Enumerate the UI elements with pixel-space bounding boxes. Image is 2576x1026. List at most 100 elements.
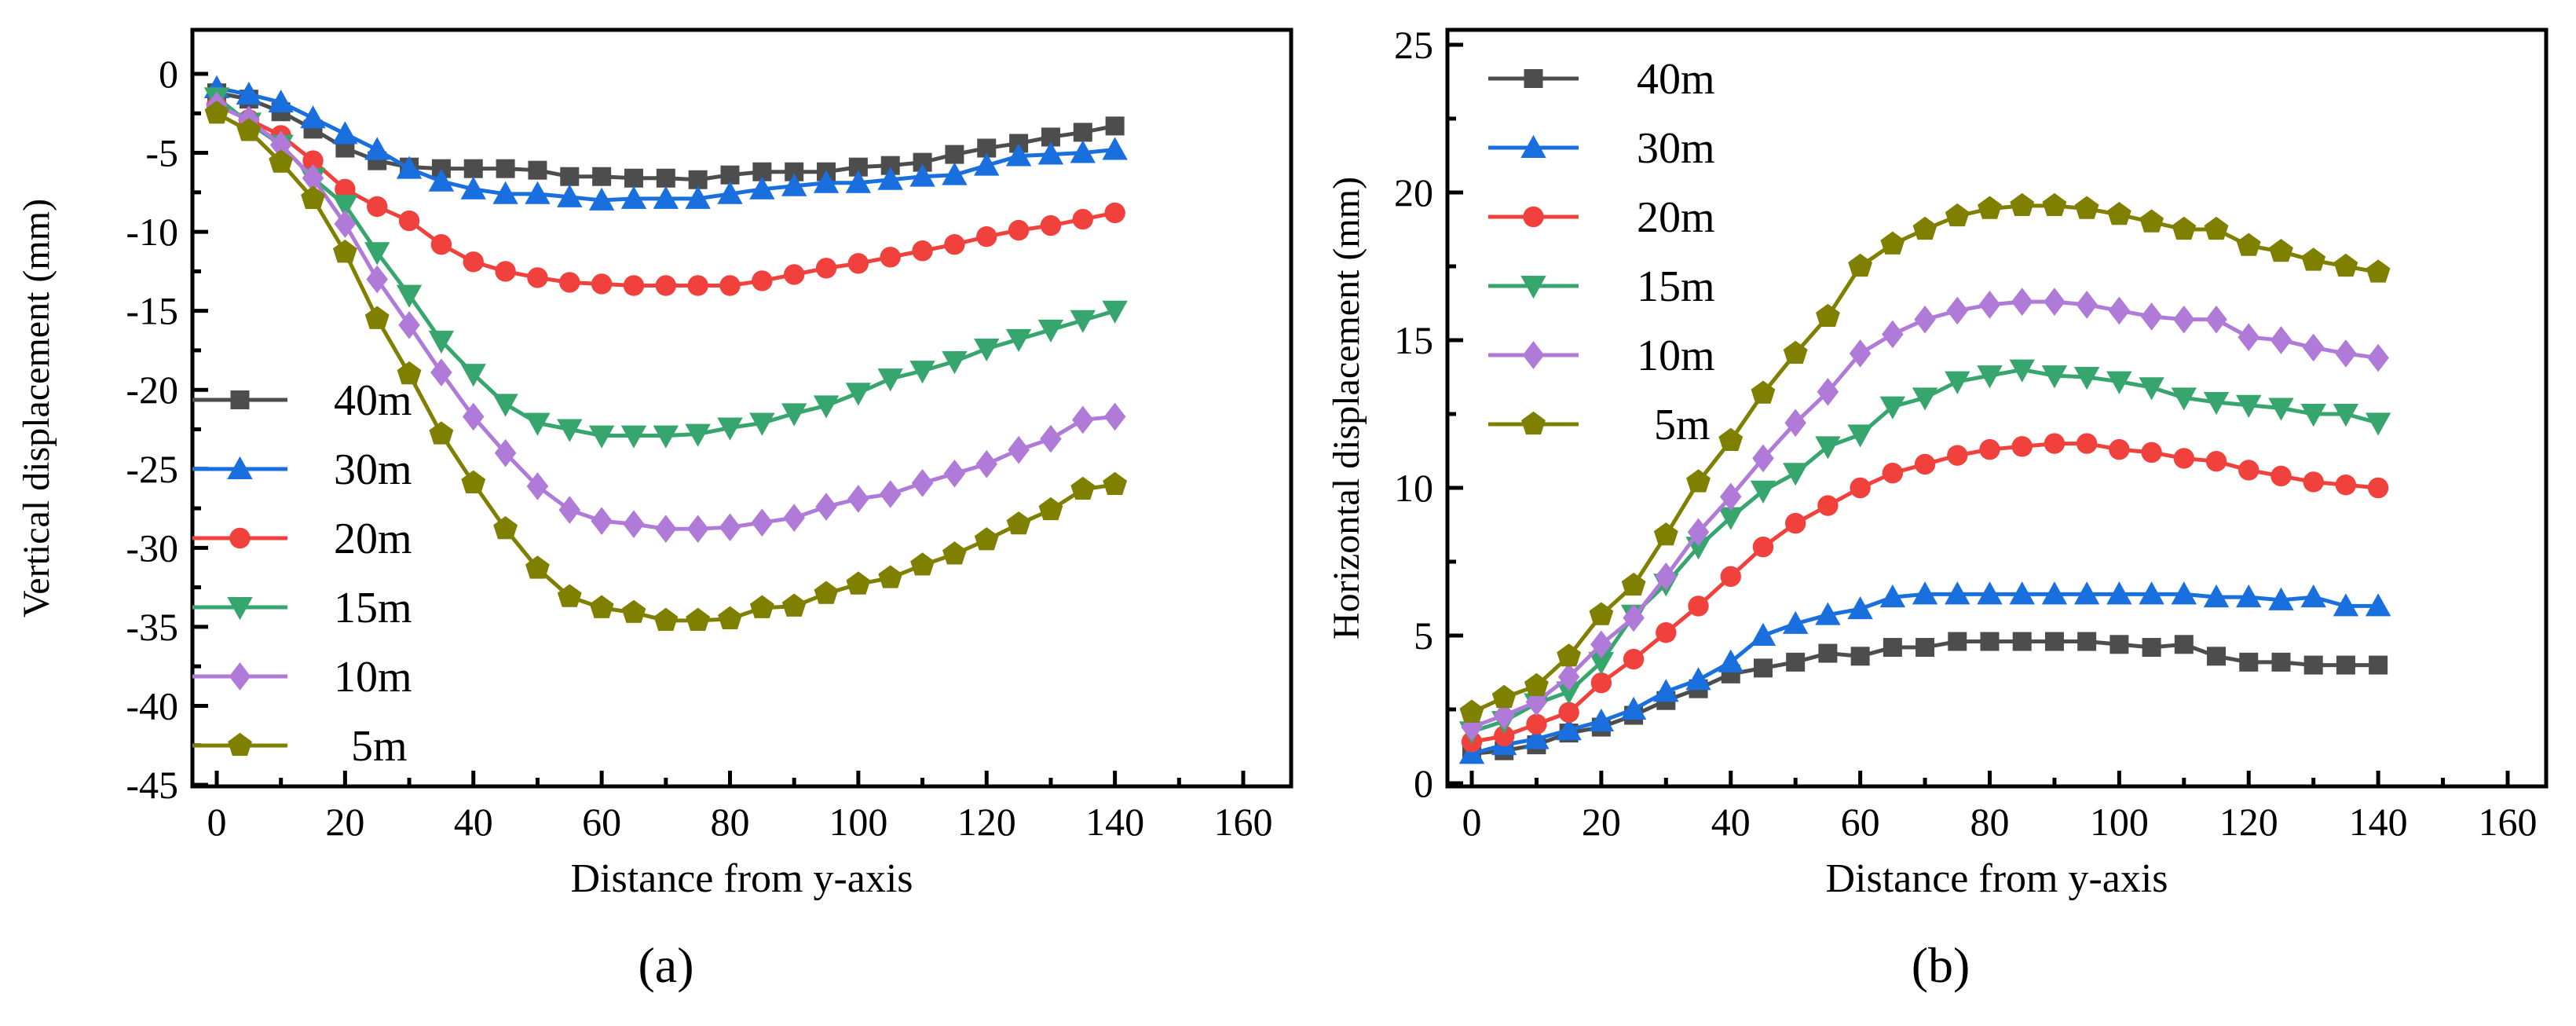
marker-circle — [2173, 448, 2195, 469]
legend-entry-40m: 40m — [1488, 55, 1715, 104]
marker-circle — [655, 275, 677, 296]
marker-pentagon — [1686, 469, 1711, 493]
x-tick-label: 160 — [2479, 800, 2538, 844]
x-axis-label: Distance from y-axis — [570, 856, 913, 901]
marker-triangle-down — [2041, 365, 2068, 389]
legend-label: 40m — [1637, 55, 1715, 104]
marker-diamond — [2335, 339, 2357, 368]
x-tick-label: 100 — [2090, 800, 2149, 844]
legend-label: 30m — [1637, 124, 1715, 173]
marker-circle — [2044, 433, 2066, 454]
marker-circle — [1720, 566, 1741, 587]
marker-triangle-up — [781, 173, 807, 196]
y-axis-label: Vertical displacement (mm) — [16, 199, 57, 617]
marker-triangle-up — [877, 167, 903, 190]
marker-circle — [1590, 672, 1612, 694]
marker-diamond — [1817, 377, 1839, 406]
legend-entry-10m: 10m — [192, 653, 412, 702]
marker-pentagon — [1783, 340, 1808, 365]
marker-pentagon — [1038, 497, 1063, 521]
marker-triangle-up — [942, 162, 968, 185]
marker-triangle-up — [1750, 622, 1776, 646]
marker-triangle-up — [2139, 581, 2164, 605]
marker-diamond — [623, 510, 645, 538]
marker-triangle-down — [460, 364, 486, 387]
legend-entry-20m: 20m — [1488, 193, 1715, 242]
marker-diamond — [334, 210, 357, 238]
marker-triangle-up — [1102, 137, 1128, 160]
marker-triangle-down — [1782, 463, 1809, 486]
marker-circle — [2011, 436, 2033, 457]
marker-triangle-up — [396, 156, 423, 179]
x-tick-label: 0 — [1462, 800, 1482, 844]
marker-triangle-down — [2171, 387, 2197, 411]
marker-triangle-down — [1912, 387, 1938, 411]
x-tick-label: 100 — [829, 800, 887, 844]
marker-diamond — [911, 469, 934, 497]
legend-label: 20m — [1637, 193, 1715, 242]
marker-diamond — [398, 310, 420, 339]
y-tick-label: -25 — [126, 447, 178, 491]
marker-triangle-down — [717, 417, 743, 441]
series-10m — [206, 91, 1126, 544]
legend-label: 30m — [334, 445, 412, 494]
marker-diamond — [783, 504, 805, 532]
y-tick-label: 0 — [159, 52, 178, 96]
marker-diamond — [2076, 291, 2098, 319]
marker-diamond — [494, 438, 517, 467]
marker-pentagon — [204, 101, 229, 124]
y-tick-label: 10 — [1394, 466, 1433, 510]
marker-pentagon — [1621, 572, 1646, 596]
marker-circle — [335, 178, 356, 200]
y-tick-label: -10 — [126, 210, 178, 254]
marker-circle — [2109, 438, 2130, 460]
marker-triangle-down — [2139, 377, 2164, 401]
marker-diamond — [591, 507, 613, 535]
marker-pentagon — [1912, 216, 1937, 240]
marker-square — [1948, 632, 1967, 651]
marker-diamond — [975, 449, 998, 478]
marker-pentagon — [1718, 427, 1744, 451]
marker-circle — [2076, 433, 2098, 454]
marker-triangle-up — [525, 181, 551, 204]
chart-panel-a: 0 20 40 60 80 100 120 140 160 0 -5 -10 -15 -20 -25 -30 -… — [16, 27, 1293, 993]
marker-triangle-down — [845, 383, 872, 406]
marker-triangle-up — [685, 185, 711, 209]
marker-triangle-up — [653, 185, 679, 209]
marker-triangle-up — [364, 137, 390, 160]
marker-diamond — [269, 130, 292, 159]
series-30m — [203, 75, 1128, 211]
marker-triangle-down — [1718, 507, 1744, 530]
marker-triangle-up — [2041, 581, 2068, 605]
marker-triangle-up — [2171, 581, 2197, 605]
marker-diamond — [1590, 630, 1612, 659]
marker-triangle-up — [620, 185, 647, 209]
marker-circle — [2141, 442, 2162, 464]
marker-triangle-up — [332, 121, 358, 145]
marker-diamond — [2270, 326, 2292, 354]
marker-square — [2044, 632, 2064, 651]
marker-circle — [1008, 219, 1030, 241]
marker-square — [1073, 123, 1092, 142]
marker-pentagon — [2269, 239, 2293, 262]
marker-circle — [2270, 465, 2292, 487]
marker-pentagon — [2236, 233, 2261, 256]
marker-diamond — [1522, 341, 1545, 369]
marker-triangle-up — [1782, 610, 1809, 634]
x-tick-label: 60 — [582, 800, 621, 844]
marker-triangle-down — [2073, 367, 2100, 390]
marker-triangle-up — [1070, 140, 1096, 163]
marker-diamond — [1849, 339, 1872, 368]
marker-square — [1883, 638, 1902, 658]
marker-pentagon — [228, 732, 252, 757]
marker-triangle-up — [749, 176, 775, 200]
marker-triangle-down — [525, 412, 551, 436]
series-20m — [1461, 433, 2389, 753]
legend: 40m 30m 20m 15m 10m 5m — [1488, 55, 1715, 449]
marker-diamond — [1946, 296, 1969, 325]
marker-circle — [2367, 477, 2389, 499]
marker-square — [2077, 632, 2097, 651]
legend-entry-30m: 30m — [192, 445, 412, 494]
marker-triangle-down — [1750, 480, 1776, 504]
marker-square — [1753, 658, 1773, 678]
